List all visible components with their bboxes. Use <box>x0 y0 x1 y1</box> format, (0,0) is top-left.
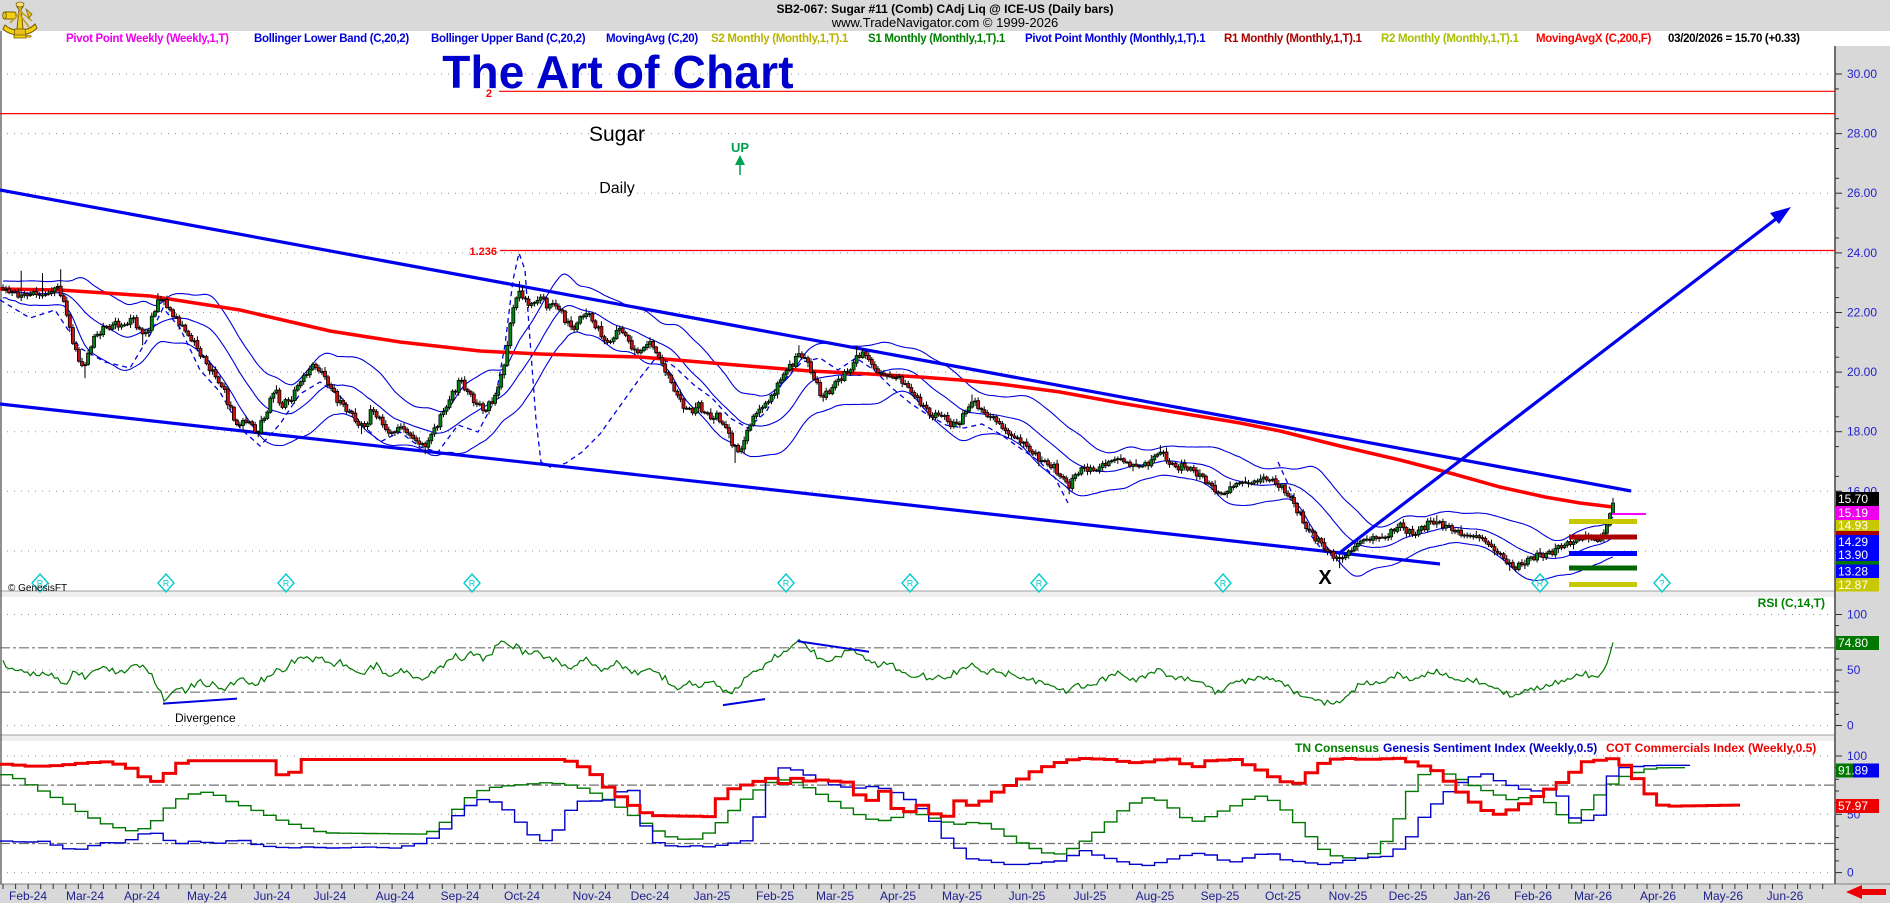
svg-text:100: 100 <box>1847 608 1867 622</box>
svg-text:SB2-067: Sugar #11 (Comb) CAd: SB2-067: Sugar #11 (Comb) CAdj Liq @ ICE… <box>776 2 1113 16</box>
svg-text:Jun-26: Jun-26 <box>1767 889 1804 903</box>
svg-text:14.29: 14.29 <box>1838 535 1868 549</box>
svg-text:MovingAvgX (C,200,F): MovingAvgX (C,200,F) <box>1536 33 1651 45</box>
svg-text:13.90: 13.90 <box>1838 548 1868 562</box>
svg-text:Apr-25: Apr-25 <box>880 889 916 903</box>
svg-text:24.00: 24.00 <box>1847 246 1877 260</box>
svg-text:Aug-25: Aug-25 <box>1136 889 1175 903</box>
svg-text:?: ? <box>1659 579 1664 589</box>
svg-text:50: 50 <box>1847 663 1861 677</box>
svg-text:Jul-24: Jul-24 <box>314 889 347 903</box>
svg-text:Jan-25: Jan-25 <box>694 889 731 903</box>
svg-text:Mar-24: Mar-24 <box>66 889 104 903</box>
svg-text:Pivot Point Weekly (Weekly,1,T: Pivot Point Weekly (Weekly,1,T) <box>66 33 229 45</box>
svg-text:12.87: 12.87 <box>1838 578 1868 592</box>
svg-text:Bollinger Upper Band (C,20,2): Bollinger Upper Band (C,20,2) <box>431 33 586 45</box>
svg-text:74.80: 74.80 <box>1838 636 1868 650</box>
svg-text:Apr-26: Apr-26 <box>1640 889 1676 903</box>
svg-text:UP: UP <box>731 140 749 155</box>
svg-text:www.TradeNavigator.com © 1999-: www.TradeNavigator.com © 1999-2026 <box>831 15 1059 30</box>
svg-text:91.89: 91.89 <box>1838 764 1868 778</box>
svg-text:Sugar: Sugar <box>589 123 645 146</box>
svg-text:R: R <box>163 579 170 589</box>
svg-text:Feb-26: Feb-26 <box>1514 889 1552 903</box>
svg-text:Dec-25: Dec-25 <box>1389 889 1428 903</box>
svg-text:Divergence: Divergence <box>175 711 236 725</box>
svg-text:May-25: May-25 <box>942 889 982 903</box>
svg-text:15.19: 15.19 <box>1838 506 1868 520</box>
svg-text:Aug-24: Aug-24 <box>376 889 415 903</box>
svg-text:R1 Monthly (Monthly,1,T).1: R1 Monthly (Monthly,1,T).1 <box>1224 33 1363 45</box>
svg-text:Mar-25: Mar-25 <box>816 889 854 903</box>
svg-text:Bollinger Lower Band (C,20,2): Bollinger Lower Band (C,20,2) <box>254 33 409 45</box>
svg-text:20.00: 20.00 <box>1847 365 1877 379</box>
svg-text:Feb-25: Feb-25 <box>756 889 794 903</box>
svg-text:Nov-25: Nov-25 <box>1329 889 1368 903</box>
svg-text:22.00: 22.00 <box>1847 306 1877 320</box>
svg-text:X: X <box>1318 567 1332 589</box>
svg-text:TN Consensus: TN Consensus <box>1295 741 1379 755</box>
svg-text:03/20/2026 = 15.70 (+0.33): 03/20/2026 = 15.70 (+0.33) <box>1668 33 1800 45</box>
svg-text:MovingAvg (C,20): MovingAvg (C,20) <box>606 33 698 45</box>
svg-text:R: R <box>1537 579 1544 589</box>
svg-text:Apr-24: Apr-24 <box>124 889 160 903</box>
svg-text:15.70: 15.70 <box>1838 492 1868 506</box>
svg-text:Daily: Daily <box>599 180 635 197</box>
svg-text:Jan-26: Jan-26 <box>1454 889 1491 903</box>
svg-text:2: 2 <box>486 88 492 100</box>
svg-text:14.93: 14.93 <box>1838 519 1868 533</box>
svg-text:The Art of Chart: The Art of Chart <box>442 46 794 98</box>
svg-text:28.00: 28.00 <box>1847 127 1877 141</box>
svg-text:Nov-24: Nov-24 <box>573 889 612 903</box>
svg-text:Feb-24: Feb-24 <box>9 889 47 903</box>
svg-text:Jun-25: Jun-25 <box>1009 889 1046 903</box>
svg-text:RSI (C,14,T): RSI (C,14,T) <box>1758 596 1825 610</box>
svg-text:R: R <box>1220 579 1227 589</box>
svg-text:R: R <box>469 579 476 589</box>
svg-text:S1 Monthly (Monthly,1,T).1: S1 Monthly (Monthly,1,T).1 <box>868 33 1006 45</box>
svg-text:R: R <box>1036 579 1043 589</box>
svg-text:S2 Monthly (Monthly,1,T).1: S2 Monthly (Monthly,1,T).1 <box>711 33 849 45</box>
svg-text:100: 100 <box>1847 749 1867 763</box>
svg-text:Oct-24: Oct-24 <box>504 889 540 903</box>
svg-text:Jul-25: Jul-25 <box>1074 889 1107 903</box>
svg-text:Sep-25: Sep-25 <box>1201 889 1240 903</box>
svg-text:Pivot Point Monthly (Monthly,1: Pivot Point Monthly (Monthly,1,T).1 <box>1025 33 1206 45</box>
svg-text:Mar-26: Mar-26 <box>1574 889 1612 903</box>
svg-text:May-24: May-24 <box>187 889 227 903</box>
svg-text:Genesis Sentiment Index (Weekl: Genesis Sentiment Index (Weekly,0.5) <box>1383 741 1597 755</box>
svg-text:Jun-24: Jun-24 <box>254 889 291 903</box>
svg-text:Sep-24: Sep-24 <box>441 889 480 903</box>
svg-text:R: R <box>283 579 290 589</box>
svg-text:0: 0 <box>1847 719 1854 733</box>
svg-text:Dec-24: Dec-24 <box>631 889 670 903</box>
svg-text:Oct-25: Oct-25 <box>1265 889 1301 903</box>
svg-text:R: R <box>37 579 44 589</box>
svg-text:COT Commercials Index (Weekly,: COT Commercials Index (Weekly,0.5) <box>1606 741 1816 755</box>
svg-text:© GenesisFT: © GenesisFT <box>8 583 67 594</box>
svg-text:1.236: 1.236 <box>469 246 497 258</box>
svg-text:0: 0 <box>1847 866 1854 880</box>
svg-text:57.97: 57.97 <box>1838 799 1868 813</box>
svg-text:18.00: 18.00 <box>1847 425 1877 439</box>
svg-text:13.28: 13.28 <box>1838 565 1868 579</box>
svg-text:R: R <box>783 579 790 589</box>
svg-text:R2 Monthly (Monthly,1,T).1: R2 Monthly (Monthly,1,T).1 <box>1381 33 1520 45</box>
svg-text:May-26: May-26 <box>1703 889 1743 903</box>
svg-text:26.00: 26.00 <box>1847 186 1877 200</box>
svg-text:R: R <box>907 579 914 589</box>
svg-text:30.00: 30.00 <box>1847 67 1877 81</box>
